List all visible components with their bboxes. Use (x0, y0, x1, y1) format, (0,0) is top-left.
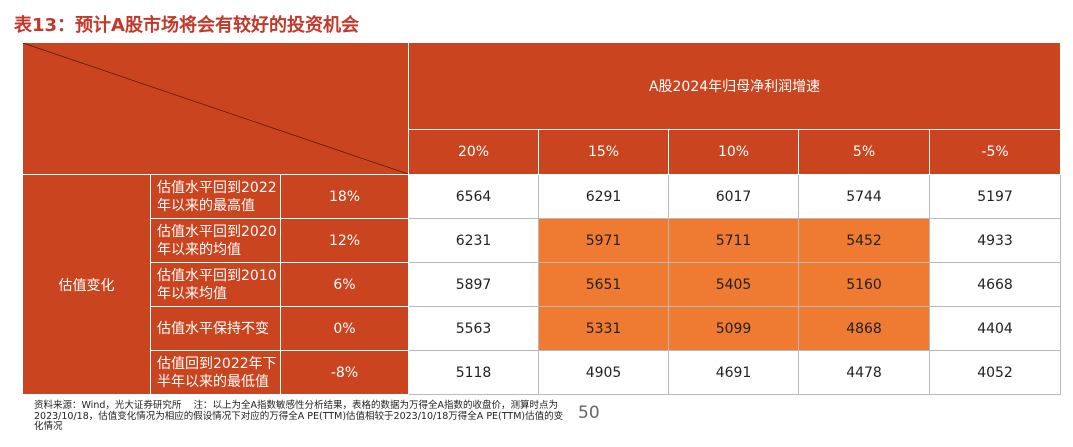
row-change: -8% (279, 350, 410, 395)
table-cell: 6231 (408, 218, 540, 263)
row-change: 0% (279, 306, 410, 351)
highlighted-cell: 5160 (798, 262, 931, 307)
row-change: 12% (279, 218, 410, 263)
table-row: 估值回到2022年下半年以来的最低值 -8% 5118 4905 4691 44… (23, 350, 1062, 395)
table-row: 估值变化 估值水平回到2022年以来的最高值 18% 6564 6291 601… (22, 174, 1062, 395)
column-header: 10% (668, 129, 800, 175)
column-header: 20% (408, 129, 540, 175)
footnote: 资料来源：Wind，光大证券研究所 注：以上为全A指数敏感性分析结果，表格的数据… (34, 400, 564, 433)
table-row: 估值水平回到2010年以来均值 6% 5897 5651 5405 5160 4… (23, 262, 1062, 307)
highlighted-cell: 5452 (798, 218, 931, 263)
table-cell: 4668 (929, 262, 1062, 307)
table-title: 表13：预计A股市场将会有较好的投资机会 (14, 15, 359, 36)
page-number: 50 (578, 403, 600, 423)
highlighted-cell: 4868 (798, 306, 931, 351)
table-cell: 4905 (538, 350, 670, 395)
table-cell: 4691 (668, 350, 800, 395)
highlighted-cell: 5971 (538, 218, 670, 263)
highlighted-cell: 5711 (668, 218, 800, 263)
table-cell: 4052 (929, 350, 1062, 395)
column-header: -5% (929, 129, 1062, 175)
table-cell: 4404 (929, 306, 1062, 351)
highlighted-cell: 5651 (538, 262, 670, 307)
row-group-label: 估值变化 (22, 174, 151, 395)
table-cell: 5897 (408, 262, 540, 307)
row-label: 估值水平保持不变 (150, 306, 281, 351)
table-cell: 5563 (408, 306, 540, 351)
corner-cell (21, 42, 410, 175)
valuation-table: A股2024年归母净利润增速 20% 15% 10% 5% -5% 估值变化 估… (21, 42, 1062, 395)
row-label: 估值水平回到2010年以来均值 (150, 262, 281, 307)
table-cell: 5118 (408, 350, 540, 395)
table-row: 估值水平回到2020年以来的均值 12% 6231 5971 5711 5452… (23, 218, 1062, 263)
table-cell: 6564 (408, 174, 540, 219)
column-header: 15% (538, 129, 670, 175)
row-label: 估值水平回到2022年以来的最高值 (150, 174, 281, 219)
table-cell: 6017 (668, 174, 800, 219)
highlighted-cell: 5099 (668, 306, 800, 351)
source-note: 资料来源：Wind，光大证券研究所 (34, 400, 182, 411)
note-text: 注：以上为全A指数敏感性分析结果，表格的数据为万得全A指数的收盘价，测算时点为2… (34, 400, 564, 432)
highlighted-cell: 5405 (668, 262, 800, 307)
highlighted-cell: 5331 (538, 306, 670, 351)
table-cell: 5197 (929, 174, 1062, 219)
table-cell: 5744 (798, 174, 931, 219)
table-cell: 4478 (798, 350, 931, 395)
diagonal-line (23, 43, 408, 174)
row-label: 估值回到2022年下半年以来的最低值 (150, 350, 281, 395)
table-cell: 4933 (929, 218, 1062, 263)
row-change: 6% (279, 262, 410, 307)
row-change: 18% (279, 174, 410, 219)
table-cell: 6291 (538, 174, 670, 219)
group-header: A股2024年归母净利润增速 (408, 42, 1062, 130)
column-header: 5% (798, 129, 931, 175)
row-label: 估值水平回到2020年以来的均值 (150, 218, 281, 263)
table-row: 估值水平保持不变 0% 5563 5331 5099 4868 4404 (23, 306, 1062, 351)
